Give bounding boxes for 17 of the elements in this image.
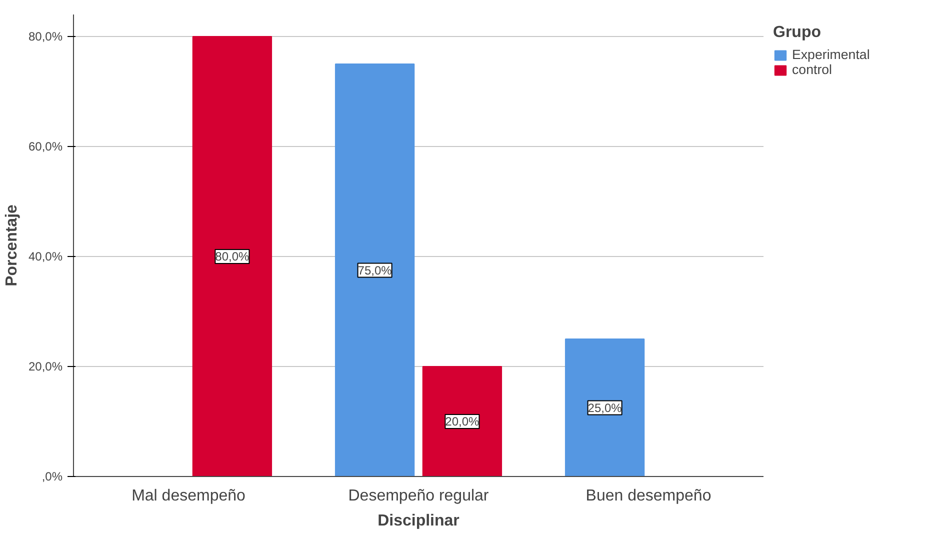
bar	[564, 338, 645, 476]
bar	[192, 36, 272, 476]
y-tick-label: 40,0%	[28, 250, 63, 264]
y-tick-label: 80,0%	[28, 30, 63, 44]
bar	[334, 64, 415, 476]
x-axis-title: Disciplinar	[378, 512, 460, 530]
y-tick-label: 20,0%	[28, 360, 63, 374]
x-tick-label: Mal desempeño	[132, 488, 246, 504]
bar	[422, 366, 502, 476]
y-axis-title: Porcentaje	[3, 204, 20, 286]
x-tick-label: Buen desempeño	[586, 488, 712, 504]
x-tick-label: Desempeño regular	[348, 488, 490, 504]
y-tick-label: ,0%	[42, 470, 63, 484]
legend-label: Experimental	[792, 47, 870, 62]
legend-label: control	[792, 62, 832, 77]
legend-title: Grupo	[773, 24, 822, 42]
y-tick-label: 60,0%	[28, 140, 63, 154]
